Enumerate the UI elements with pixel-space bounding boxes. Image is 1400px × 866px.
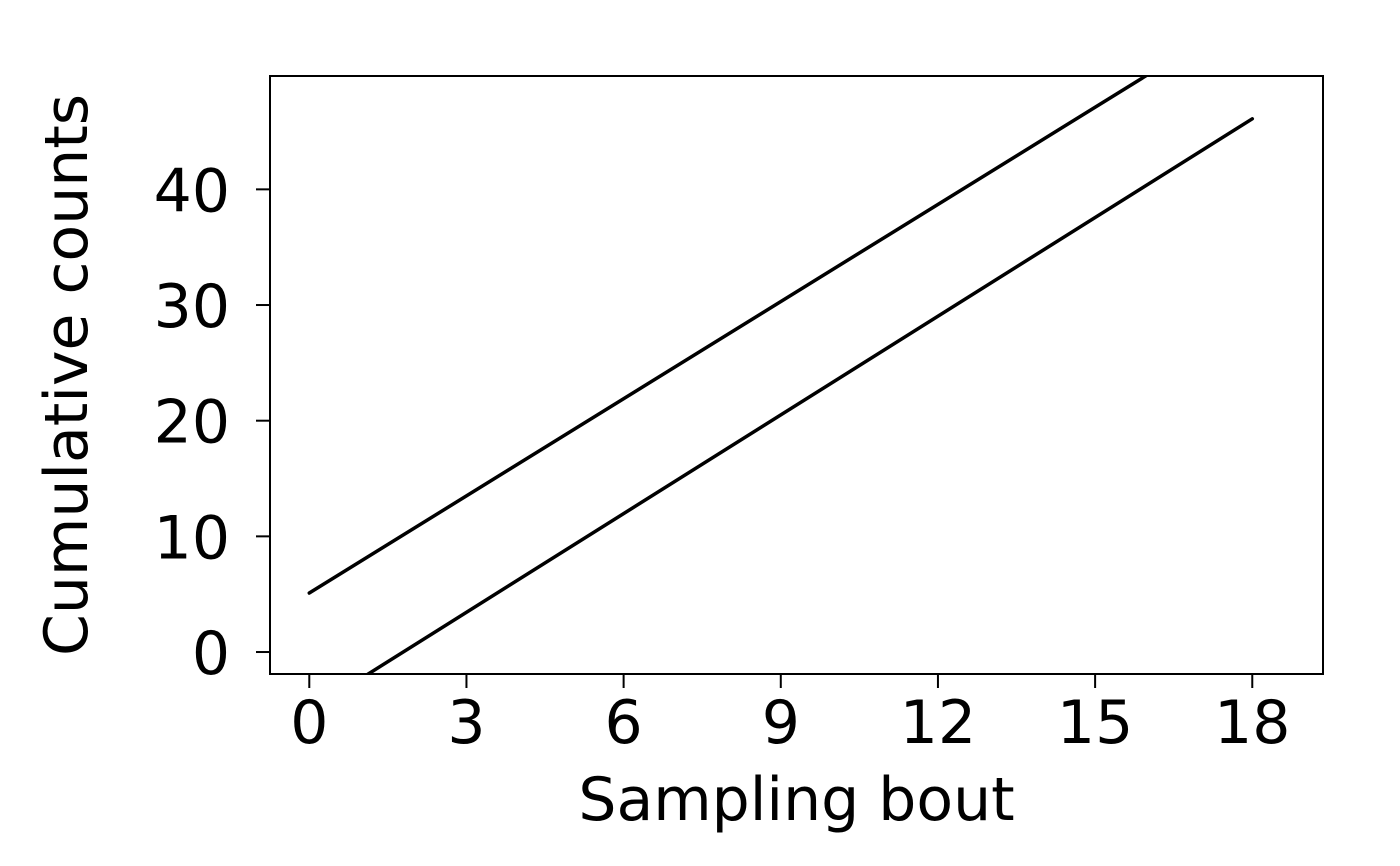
- x-tick-label: 9: [762, 688, 800, 758]
- series-layer: [307, 76, 1255, 674]
- y-axis-title: Cumulative counts: [32, 94, 102, 656]
- y-axis: 0 10 20 30 40: [154, 156, 270, 689]
- x-tick-label: 0: [290, 688, 328, 758]
- x-tick-label: 3: [447, 688, 485, 758]
- x-axis-title: Sampling bout: [578, 765, 1014, 835]
- x-tick-label: 12: [900, 688, 976, 758]
- y-tick-label: 0: [192, 619, 230, 689]
- x-tick-label: 15: [1057, 688, 1133, 758]
- y-tick-label: 40: [154, 156, 230, 226]
- y-tick-label: 30: [154, 272, 230, 342]
- y-tick-label: 10: [154, 503, 230, 573]
- x-tick-label: 18: [1214, 688, 1290, 758]
- plot-frame: [269, 75, 1324, 675]
- y-tick-label: 20: [154, 388, 230, 458]
- series-line-2: [364, 117, 1255, 674]
- x-tick-label: 6: [605, 688, 643, 758]
- x-axis: 0 3 6 9 12 15 18: [290, 674, 1290, 758]
- series-line-1: [307, 76, 1149, 595]
